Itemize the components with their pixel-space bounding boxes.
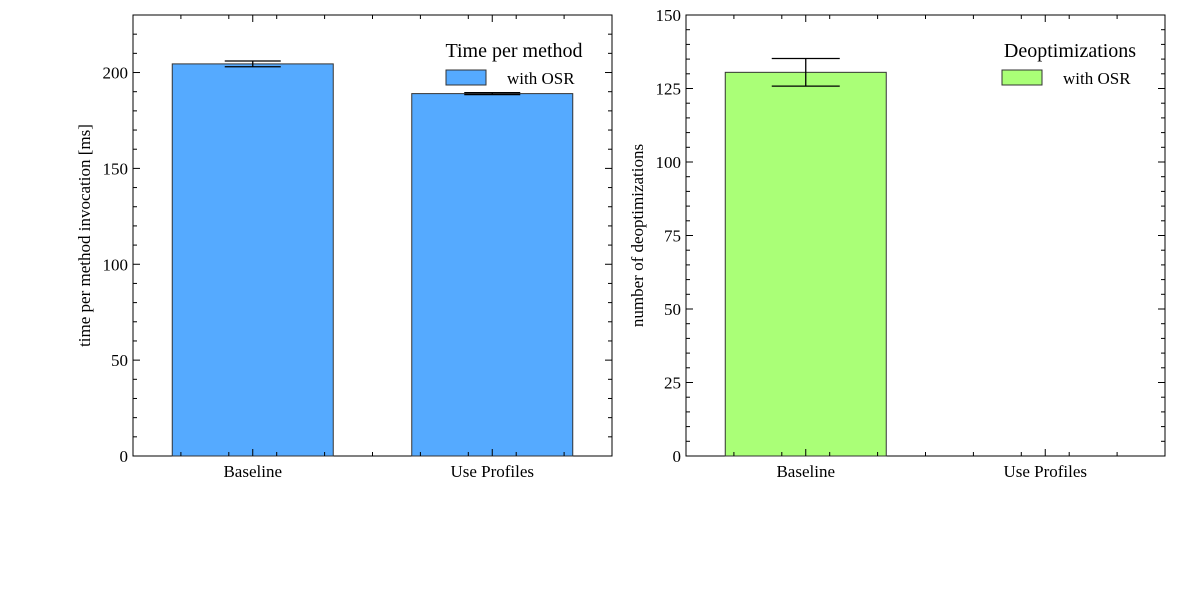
y-axis-label: number of deoptimizations — [628, 144, 647, 327]
bar-baseline — [724, 71, 887, 457]
y-tick-label: 75 — [664, 227, 681, 246]
bar-use-profiles — [411, 93, 574, 457]
x-tick-label-use-profiles: Use Profiles — [1003, 462, 1087, 481]
legend-title: Time per method — [445, 40, 582, 62]
legend: Deoptimizations with OSR — [1001, 40, 1136, 88]
legend: Time per method with OSR — [445, 40, 582, 88]
y-tick-label: 50 — [111, 351, 128, 370]
time-per-method-chart: 0 50 100 150 200 Baseline Use Profiles time … — [75, 14, 613, 481]
y-tick-label: 100 — [656, 153, 682, 172]
x-tick-label-use-profiles: Use Profiles — [450, 462, 534, 481]
axis-ticks — [133, 14, 612, 457]
legend-swatch — [445, 69, 487, 86]
y-tick-labels: 0 25 50 75 100 125 150 — [656, 6, 682, 466]
y-tick-label: 0 — [673, 447, 682, 466]
y-tick-label: 25 — [664, 374, 681, 393]
x-tick-label-baseline: Baseline — [223, 462, 282, 481]
error-bar — [464, 92, 521, 96]
x-tick-label-baseline: Baseline — [776, 462, 835, 481]
y-tick-label: 200 — [103, 64, 129, 83]
y-tick-label: 0 — [120, 447, 129, 466]
legend-entry-label: with OSR — [1063, 69, 1131, 88]
y-tick-label: 125 — [656, 80, 682, 99]
bars — [724, 57, 887, 457]
axis-ticks — [686, 14, 1165, 457]
deoptimizations-chart: 0 25 50 75 100 125 150 Baseline Use Profiles n… — [628, 6, 1166, 481]
y-tick-label: 50 — [664, 300, 681, 319]
error-bar — [771, 57, 840, 87]
bar-baseline — [171, 63, 334, 457]
legend-swatch — [1001, 69, 1043, 86]
y-tick-label: 100 — [103, 255, 129, 274]
y-tick-label: 150 — [103, 159, 129, 178]
error-bar — [224, 60, 281, 68]
y-axis-label: time per method invocation [ms] — [75, 124, 94, 347]
legend-title: Deoptimizations — [1004, 40, 1136, 62]
y-tick-labels: 0 50 100 150 200 — [103, 64, 129, 466]
legend-entry-label: with OSR — [507, 69, 575, 88]
y-tick-label: 150 — [656, 6, 682, 25]
bars — [171, 60, 574, 457]
